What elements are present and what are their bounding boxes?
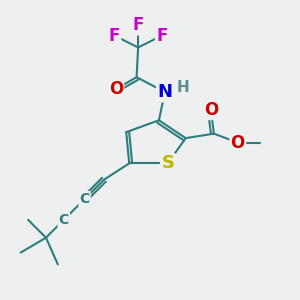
- Text: F: F: [156, 27, 168, 45]
- Text: N: N: [158, 83, 172, 101]
- Text: S: S: [161, 154, 174, 172]
- Text: F: F: [132, 16, 144, 34]
- Text: C: C: [59, 213, 69, 227]
- Text: F: F: [109, 27, 120, 45]
- Text: H: H: [176, 80, 189, 95]
- Text: C: C: [80, 192, 90, 206]
- Text: O: O: [109, 80, 123, 98]
- Text: O: O: [231, 134, 245, 152]
- Text: O: O: [204, 101, 218, 119]
